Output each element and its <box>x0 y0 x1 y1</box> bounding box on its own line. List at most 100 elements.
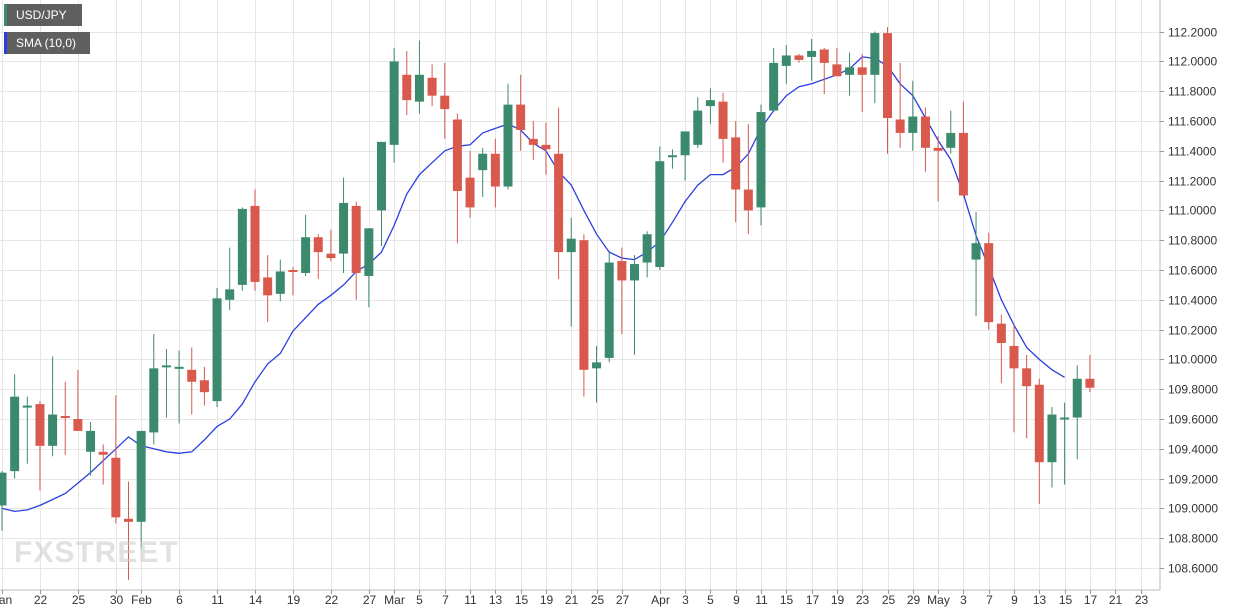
candle[interactable] <box>377 141 386 247</box>
candle[interactable] <box>313 234 323 279</box>
candle[interactable] <box>0 471 7 531</box>
candle[interactable] <box>933 135 943 202</box>
candle[interactable] <box>566 217 576 327</box>
candle[interactable] <box>225 247 235 311</box>
candle[interactable] <box>452 113 462 244</box>
candle[interactable] <box>528 121 538 160</box>
candle[interactable] <box>781 45 791 84</box>
candle[interactable] <box>10 374 20 479</box>
candle-body <box>592 362 602 369</box>
candle[interactable] <box>870 31 880 104</box>
candle[interactable] <box>275 259 285 302</box>
candle[interactable] <box>427 64 437 107</box>
candle[interactable] <box>1009 323 1019 433</box>
candle[interactable] <box>516 74 526 151</box>
candle[interactable] <box>1072 365 1082 460</box>
candle-body <box>630 264 639 281</box>
candle[interactable] <box>111 395 121 524</box>
candle[interactable] <box>490 138 500 208</box>
candle-body <box>111 457 121 518</box>
candle[interactable] <box>237 207 247 291</box>
candle[interactable] <box>288 267 298 296</box>
candle[interactable] <box>630 255 639 355</box>
candle[interactable] <box>149 334 159 445</box>
candle[interactable] <box>465 150 475 218</box>
candle[interactable] <box>124 481 133 580</box>
candle[interactable] <box>1060 402 1070 485</box>
candle[interactable] <box>895 62 905 148</box>
candle[interactable] <box>136 430 146 549</box>
candle[interactable] <box>693 97 703 148</box>
candle[interactable] <box>667 149 677 169</box>
candle[interactable] <box>414 40 424 114</box>
candle[interactable] <box>946 110 956 154</box>
candle-body <box>73 419 83 431</box>
candle[interactable] <box>48 356 58 457</box>
candle[interactable] <box>655 146 665 270</box>
candle[interactable] <box>794 53 804 63</box>
candle[interactable] <box>1085 354 1095 393</box>
legend-sma[interactable]: SMA (10,0) <box>4 32 90 54</box>
candle[interactable] <box>73 369 83 431</box>
candle[interactable] <box>212 287 222 408</box>
candle[interactable] <box>908 80 918 151</box>
candle[interactable] <box>541 122 551 175</box>
candle[interactable] <box>642 231 652 278</box>
candle[interactable] <box>326 229 336 262</box>
legend-price[interactable]: USD/JPY <box>4 4 82 26</box>
candle[interactable] <box>174 350 184 424</box>
candle[interactable] <box>883 27 892 154</box>
candle-body <box>237 208 247 285</box>
candle[interactable] <box>86 421 96 476</box>
candle[interactable] <box>769 47 779 113</box>
candle[interactable] <box>857 53 867 113</box>
candle[interactable] <box>35 401 45 491</box>
candle[interactable] <box>402 50 412 116</box>
candle[interactable] <box>554 107 564 279</box>
candle[interactable] <box>1034 378 1044 504</box>
candle[interactable] <box>731 121 741 223</box>
candle[interactable] <box>1022 354 1032 439</box>
candle[interactable] <box>161 348 171 418</box>
candle[interactable] <box>351 201 361 300</box>
candle[interactable] <box>503 83 513 190</box>
candle[interactable] <box>187 347 197 415</box>
candle-body <box>769 62 779 111</box>
candle[interactable] <box>389 47 399 163</box>
candle[interactable] <box>263 255 273 323</box>
x-axis: Jan 22 25 30 Feb 6 11 14 19 22 27 Mar 5 7 11 13 15 19 21 25… <box>0 589 1160 607</box>
candle[interactable] <box>718 92 728 163</box>
candle[interactable] <box>604 250 614 363</box>
candle[interactable] <box>996 314 1006 384</box>
candle[interactable] <box>22 396 32 464</box>
candle[interactable] <box>440 62 450 139</box>
candle[interactable] <box>807 39 817 81</box>
candle[interactable] <box>478 147 488 197</box>
candle[interactable] <box>579 234 589 397</box>
candle[interactable] <box>756 104 766 226</box>
candle[interactable] <box>592 345 602 403</box>
candle[interactable] <box>364 228 374 308</box>
candle-body <box>503 104 513 187</box>
candle[interactable] <box>845 52 855 96</box>
candle[interactable] <box>958 101 968 197</box>
candle[interactable] <box>301 214 311 276</box>
candle[interactable] <box>743 123 753 235</box>
candle[interactable] <box>819 47 829 95</box>
candle[interactable] <box>98 444 108 485</box>
candle[interactable] <box>680 131 690 181</box>
candle[interactable] <box>705 88 715 124</box>
candle[interactable] <box>984 232 994 330</box>
candle[interactable] <box>60 381 70 455</box>
candle[interactable] <box>617 247 627 335</box>
y-tick-label: 111.6000 <box>1168 115 1217 129</box>
candle[interactable] <box>1047 407 1057 488</box>
candle[interactable] <box>250 189 260 291</box>
candle[interactable] <box>339 177 349 273</box>
candle[interactable] <box>971 211 981 317</box>
x-tick-label: 25 <box>72 593 86 607</box>
candle[interactable] <box>920 107 930 172</box>
candle[interactable] <box>199 366 209 406</box>
candle[interactable] <box>832 47 842 77</box>
